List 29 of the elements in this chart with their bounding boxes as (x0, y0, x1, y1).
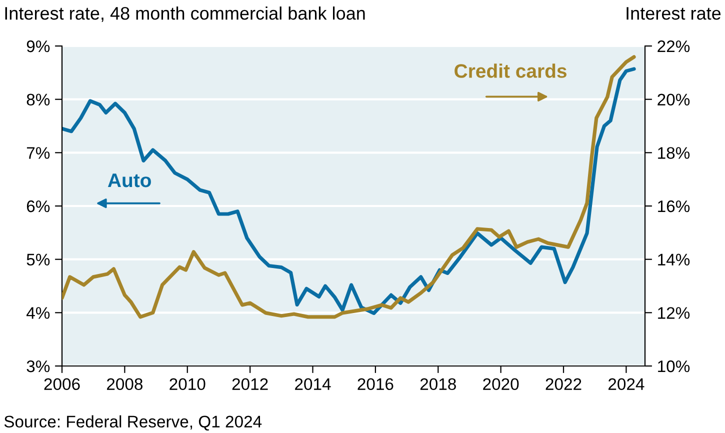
x-tick-label: 2018 (420, 378, 456, 390)
text: Credit cards (454, 64, 566, 78)
x-tick-label: 2024 (608, 378, 644, 390)
y-tick-label: 9% (26, 40, 50, 52)
series-label: Auto (108, 174, 151, 188)
x-tick-label: 2012 (232, 378, 268, 390)
y2-tick-label: 20% (658, 94, 690, 106)
y2-tick-label: 12% (658, 307, 690, 319)
x-tick-label: 2010 (170, 378, 206, 390)
y-tick-label: 5% (26, 254, 50, 266)
y2-tick-label: 14% (658, 254, 690, 266)
y-axis-title: Interest rate, 48 month commercial bank loan (5, 6, 365, 22)
x-tick-label: 2022 (546, 378, 582, 390)
x-tick-label: 2016 (358, 378, 394, 390)
y-tick-label: 8% (26, 94, 50, 106)
source-note: Source: Federal Reserve, Q1 2024 (4, 415, 262, 431)
x-tick-label: 2020 (483, 378, 519, 390)
y-tick-label: 3% (26, 360, 50, 372)
y2-tick-label: 22% (658, 40, 690, 52)
y-tick-label: 7% (26, 147, 50, 159)
x-tick-label: 2006 (44, 378, 80, 390)
y2-tick-label: 16% (658, 200, 690, 212)
y-tick-label: 4% (26, 307, 50, 319)
y-tick-label: 6% (26, 200, 50, 212)
y2-tick-label: 10% (658, 360, 690, 372)
y2-tick-label: 18% (658, 147, 690, 159)
x-tick-label: 2008 (106, 378, 143, 390)
x-tick-label: 2014 (295, 378, 331, 390)
y2-axis-title: Interest rate (626, 7, 721, 20)
